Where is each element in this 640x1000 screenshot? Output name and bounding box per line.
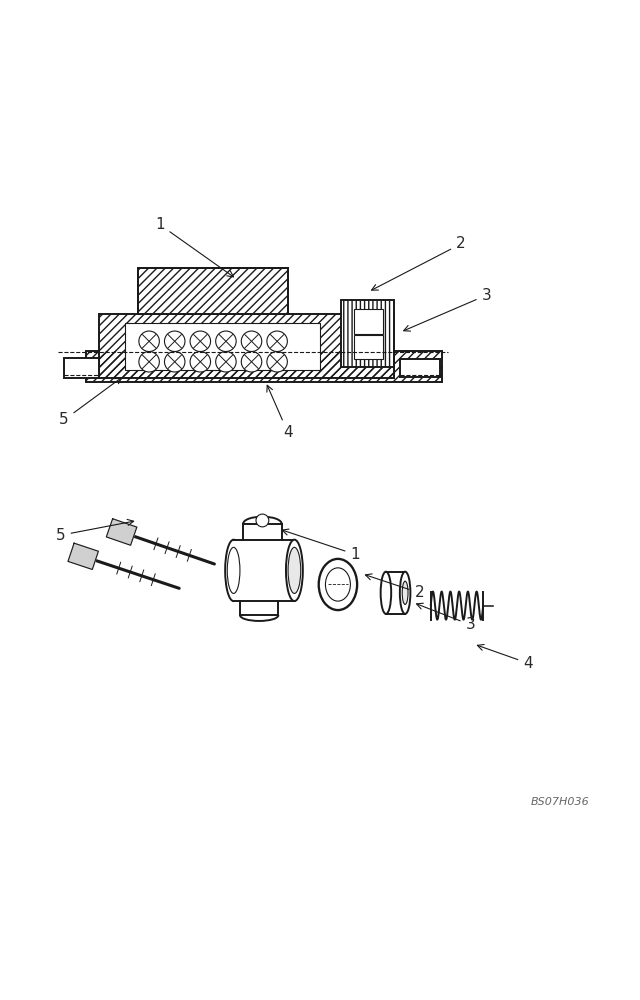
Bar [354, 309, 383, 334]
Bar [234, 540, 294, 601]
Circle shape [256, 514, 269, 527]
Bar [400, 359, 440, 377]
Circle shape [190, 331, 211, 352]
Polygon shape [68, 543, 99, 569]
Text: 2: 2 [365, 574, 424, 600]
Bar [341, 300, 394, 367]
Text: BS07H036: BS07H036 [531, 797, 589, 807]
Bar [86, 351, 442, 382]
Ellipse shape [400, 572, 410, 614]
Bar [386, 572, 405, 614]
Circle shape [164, 352, 185, 372]
Bar [125, 323, 320, 370]
Text: 5: 5 [59, 378, 122, 428]
Text: 5: 5 [56, 519, 134, 543]
Circle shape [216, 331, 236, 352]
Circle shape [216, 352, 236, 372]
Bar [138, 268, 288, 314]
Ellipse shape [319, 559, 357, 610]
Ellipse shape [227, 547, 240, 593]
Circle shape [267, 352, 287, 372]
Ellipse shape [288, 547, 301, 593]
Circle shape [139, 352, 159, 372]
Ellipse shape [381, 572, 391, 614]
Bar [64, 358, 99, 378]
Bar [138, 268, 288, 314]
Circle shape [267, 331, 287, 352]
Bar [99, 314, 394, 378]
Ellipse shape [402, 581, 408, 604]
Circle shape [190, 352, 211, 372]
Text: 1: 1 [282, 529, 360, 562]
Text: 1: 1 [155, 217, 234, 277]
Ellipse shape [225, 540, 242, 601]
Text: 4: 4 [267, 385, 293, 440]
Text: 4: 4 [477, 644, 533, 671]
Circle shape [139, 331, 159, 352]
Text: 2: 2 [372, 236, 466, 290]
Ellipse shape [326, 568, 351, 601]
Text: 3: 3 [404, 288, 492, 331]
Bar [354, 335, 383, 359]
Text: 3: 3 [417, 603, 476, 632]
Bar [99, 314, 394, 378]
Circle shape [164, 331, 185, 352]
Circle shape [241, 352, 262, 372]
Polygon shape [106, 519, 137, 545]
Ellipse shape [286, 540, 303, 601]
Circle shape [241, 331, 262, 352]
Bar [341, 300, 394, 367]
Bar [86, 351, 442, 382]
